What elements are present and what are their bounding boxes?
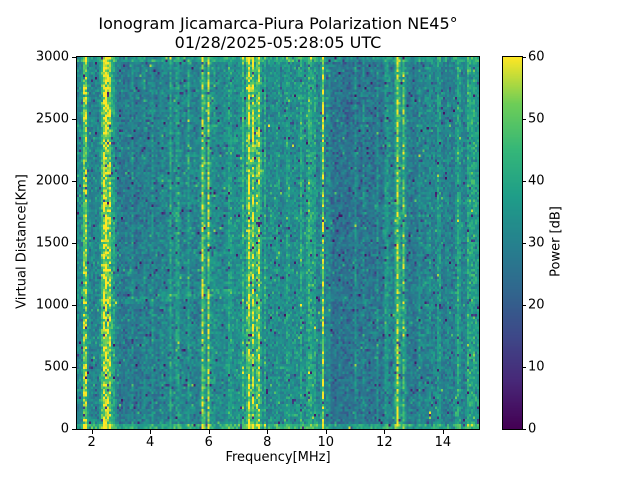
y-tick-label: 1500 — [35, 235, 69, 251]
y-tick-mark — [72, 119, 76, 120]
colorbar-tick-label: 40 — [528, 173, 545, 189]
x-tick-mark — [267, 430, 269, 434]
colorbar-tick-label: 50 — [528, 111, 545, 127]
y-tick-mark — [72, 243, 76, 244]
colorbar-tick-mark — [522, 305, 526, 306]
y-tick-mark — [72, 57, 76, 58]
y-tick-mark — [72, 367, 76, 368]
plot-area — [76, 56, 480, 430]
colorbar-canvas — [503, 57, 522, 429]
colorbar-tick-label: 0 — [528, 421, 537, 437]
chart-title: Ionogram Jicamarca-Piura Polarization NE… — [77, 14, 479, 52]
chart-title-line1: Ionogram Jicamarca-Piura Polarization NE… — [98, 14, 458, 33]
x-axis-label: Frequency[MHz] — [225, 450, 331, 465]
y-tick-label: 1000 — [35, 297, 69, 313]
colorbar-tick-mark — [522, 181, 526, 182]
colorbar-tick-label: 10 — [528, 359, 545, 375]
x-tick-label: 4 — [146, 435, 155, 450]
colorbar — [502, 56, 523, 430]
colorbar-tick-mark — [522, 57, 526, 58]
x-tick-mark — [208, 430, 210, 434]
x-tick-label: 12 — [376, 435, 393, 450]
x-tick-mark — [384, 430, 386, 434]
x-tick-label: 14 — [434, 435, 452, 450]
colorbar-tick-label: 30 — [528, 235, 545, 251]
colorbar-tick-label: 20 — [528, 297, 545, 313]
x-tick-label: 8 — [263, 435, 272, 450]
chart-title-line2: 01/28/2025-05:28:05 UTC — [174, 33, 382, 53]
x-tick-label: 10 — [317, 435, 335, 450]
colorbar-tick-mark — [522, 243, 526, 244]
x-tick-mark — [325, 430, 327, 434]
y-tick-label: 0 — [60, 421, 69, 437]
colorbar-tick-mark — [522, 119, 526, 120]
x-tick-label: 6 — [204, 435, 213, 450]
x-tick-mark — [150, 430, 152, 434]
y-tick-label: 2000 — [35, 173, 69, 189]
x-tick-mark — [91, 430, 93, 434]
colorbar-tick-mark — [522, 367, 526, 368]
y-tick-label: 3000 — [35, 49, 69, 65]
y-tick-mark — [72, 429, 76, 430]
x-tick-label: 2 — [87, 435, 96, 450]
colorbar-label: Power [dB] — [548, 206, 564, 277]
colorbar-tick-mark — [522, 429, 526, 430]
y-axis-label: Virtual Distance[Km] — [14, 174, 30, 309]
y-tick-mark — [72, 305, 76, 306]
heatmap-canvas — [77, 57, 479, 429]
y-tick-label: 2500 — [35, 111, 69, 127]
y-tick-label: 500 — [44, 359, 69, 375]
colorbar-tick-label: 60 — [528, 49, 545, 65]
x-tick-mark — [442, 430, 444, 434]
y-tick-mark — [72, 181, 76, 182]
